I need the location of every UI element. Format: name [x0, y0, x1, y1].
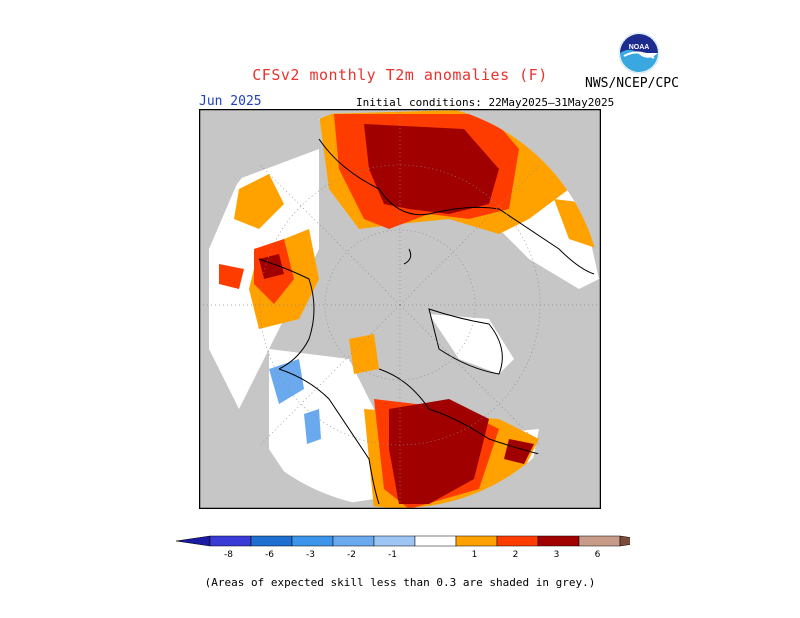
colorbar-tick-label: -8 — [224, 550, 233, 560]
polar-map — [199, 109, 601, 509]
colorbar-arrow-low — [175, 535, 211, 547]
colorbar-tick-label: -6 — [265, 550, 274, 560]
colorbar-box — [578, 535, 621, 547]
colorbar-box — [414, 535, 457, 547]
skill-note: (Areas of expected skill less than 0.3 a… — [204, 576, 596, 589]
noaa-logo: NOAA — [618, 32, 660, 74]
colorbar-tick-label: 1 — [472, 550, 478, 560]
forecast-month: Jun 2025 — [199, 94, 262, 109]
colorbar-box — [332, 535, 375, 547]
colorbar-tick-label: 2 — [513, 550, 519, 560]
colorbar-box — [537, 535, 580, 547]
coastlines — [258, 138, 595, 505]
colorbar-box — [373, 535, 416, 547]
colorbar-box — [250, 535, 293, 547]
colorbar: -8-6-3-2-112368 — [175, 535, 630, 560]
colorbar-box — [496, 535, 539, 547]
colorbar-tick-label: -2 — [347, 550, 356, 560]
colorbar-box — [291, 535, 334, 547]
colorbar-tick-label: -3 — [306, 550, 315, 560]
initial-conditions: Initial conditions: 22May2025–31May2025 — [356, 96, 615, 109]
colorbar-box — [209, 535, 252, 547]
colorbar-tick-label: 3 — [554, 550, 560, 560]
graticule — [199, 109, 601, 509]
colorbar-arrow-high — [619, 535, 630, 547]
noaa-logo-text: NOAA — [629, 44, 650, 51]
colorbar-tick-label: -1 — [388, 550, 397, 560]
map-frame — [199, 109, 601, 509]
outside-domain — [199, 109, 601, 509]
chart-title: CFSv2 monthly T2m anomalies (F) — [252, 66, 548, 84]
agency-label: NWS/NCEP/CPC — [585, 76, 679, 91]
colorbar-tick-label: 6 — [595, 550, 601, 560]
colorbar-box — [455, 535, 498, 547]
